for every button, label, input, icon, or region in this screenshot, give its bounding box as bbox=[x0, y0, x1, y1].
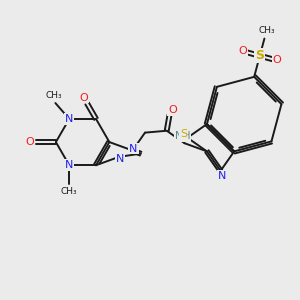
Text: S: S bbox=[180, 129, 187, 139]
Text: CH₃: CH₃ bbox=[258, 26, 275, 35]
Text: O: O bbox=[168, 105, 177, 115]
Text: S: S bbox=[255, 49, 264, 62]
Text: CH₃: CH₃ bbox=[45, 91, 62, 100]
Text: N: N bbox=[65, 114, 74, 124]
Text: NH: NH bbox=[175, 131, 190, 141]
Text: N: N bbox=[116, 154, 124, 164]
Text: O: O bbox=[273, 56, 281, 65]
Text: CH₃: CH₃ bbox=[61, 188, 78, 196]
Text: N: N bbox=[218, 171, 227, 181]
Text: N: N bbox=[129, 143, 138, 154]
Text: N: N bbox=[65, 160, 74, 170]
Text: O: O bbox=[26, 137, 34, 147]
Text: O: O bbox=[238, 46, 247, 56]
Text: O: O bbox=[80, 92, 88, 103]
